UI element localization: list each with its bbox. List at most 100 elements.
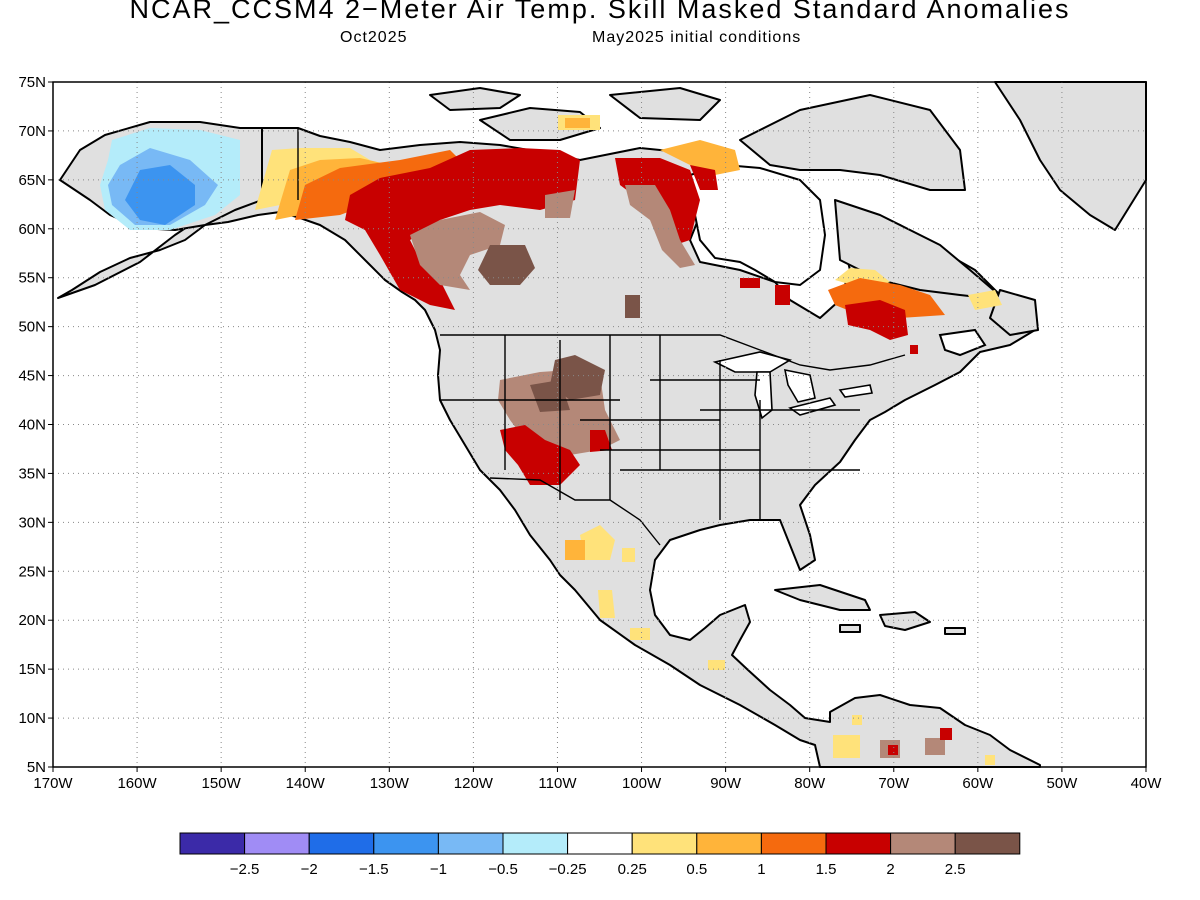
anomaly-hudson-west-brown (625, 185, 695, 268)
anomaly-mexico-yellow-2 (622, 548, 635, 562)
lon-label: 150W (202, 775, 242, 792)
jamaica (839, 624, 861, 633)
lat-label: 50N (18, 319, 46, 336)
anomaly-hudson-northeast-red (690, 165, 718, 190)
lat-label: 40N (18, 417, 46, 434)
colorbar-swatch (373, 832, 439, 855)
colorbar-label: 2.5 (945, 861, 966, 878)
lat-label: 45N (18, 368, 46, 385)
anomaly-colombia-yellow-2 (852, 715, 862, 725)
arctic-island-2 (609, 87, 721, 121)
lat-label: 55N (18, 270, 46, 287)
colorbar-label: −1 (430, 861, 447, 878)
puerto-rico (944, 627, 966, 635)
colorbar-label: −0.5 (488, 861, 518, 878)
anomaly-venezuela-brown-2 (925, 738, 945, 755)
anomaly-mexico-orange (565, 540, 585, 560)
colorbar-label: 0.5 (686, 861, 707, 878)
lake-superior (712, 351, 793, 373)
newfoundland (989, 289, 1039, 336)
lon-label: 40W (1131, 775, 1163, 792)
lon-label: 70W (878, 775, 910, 792)
anomaly-venezuela-red-2 (888, 745, 898, 755)
colorbar-swatch (244, 832, 310, 855)
anomaly-west-red-2 (590, 430, 612, 452)
map-axes: 75N 70N 65N 60N 55N 50N 45N 40N 35N 30N 25N 20N 15N 1… (18, 74, 1162, 792)
lat-label: 25N (18, 563, 46, 580)
anomaly-canada-red (345, 148, 580, 310)
lon-label: 90W (710, 775, 742, 792)
anomaly-alaska-dark-blue (125, 165, 195, 225)
colorbar-swatch (437, 832, 504, 855)
anomaly-venezuela-red (940, 728, 952, 740)
colorbar-label: −1.5 (359, 861, 389, 878)
political-borders (297, 128, 906, 546)
colorbar-swatch (179, 832, 246, 855)
lat-label: 35N (18, 465, 46, 482)
colorbar-label: 0.25 (618, 861, 647, 878)
hispaniola (879, 611, 931, 631)
lon-label: 160W (117, 775, 157, 792)
us-canada-border (440, 334, 906, 371)
anomaly-central-america-yellow (708, 660, 725, 670)
colorbar: −2.5 −2 −1.5 −1 −0.5 −0.25 0.25 0.5 1 1.5 2 2.5 (179, 832, 1021, 878)
lat-label: 30N (18, 514, 46, 531)
lake-michigan (754, 371, 773, 420)
hudson-bay (688, 163, 987, 357)
colorbar-swatch (696, 832, 762, 855)
map-title: NCAR_CCSM4 2−Meter Air Temp. Skill Maske… (129, 0, 1071, 24)
anomaly-colombia-yellow (833, 735, 860, 758)
anomaly-mexico-yellow (580, 525, 615, 560)
us-mexico-border (489, 477, 661, 546)
lon-label: 110W (538, 775, 577, 792)
anomaly-mexico-yellow-4 (630, 628, 650, 640)
anomaly-canada-dark-brown (478, 245, 535, 285)
baffin-island (739, 94, 966, 191)
greenland (994, 81, 1147, 231)
lat-label: 70N (18, 123, 46, 140)
lon-label: 140W (286, 775, 326, 792)
anomaly-hudson-northeast (660, 140, 740, 175)
lon-label: 170W (33, 775, 73, 792)
anomaly-guiana-yellow (985, 755, 995, 765)
colorbar-swatch (890, 832, 956, 855)
us-state-lines (440, 335, 860, 520)
colorbar-swatch (760, 832, 827, 855)
lake-erie (788, 397, 837, 416)
colorbar-swatch (825, 832, 892, 855)
colorbar-swatch (631, 832, 698, 855)
lat-label: 65N (18, 172, 46, 189)
cuba (774, 584, 871, 611)
lon-label: 60W (962, 775, 994, 792)
lake-ontario (838, 384, 873, 398)
lat-label: 20N (18, 612, 46, 629)
anomaly-labrador-yellow (968, 290, 1002, 310)
colorbar-label: 1 (757, 861, 765, 878)
colorbar-label: −2.5 (230, 861, 260, 878)
colorbar-label: −0.25 (549, 861, 587, 878)
anomaly-ontario-red-2 (740, 278, 760, 288)
anomaly-ontario-red (775, 285, 790, 305)
lon-label: 130W (370, 775, 410, 792)
colorbar-swatch (567, 832, 633, 855)
colorbar-label: 1.5 (816, 861, 837, 878)
great-lakes (712, 351, 873, 420)
lon-label: 80W (794, 775, 826, 792)
anomaly-arctic-patch-2 (565, 118, 590, 128)
lat-label: 75N (18, 74, 46, 91)
anomaly-maritime-red (910, 345, 918, 354)
lon-label: 50W (1047, 775, 1079, 792)
colorbar-swatch (954, 832, 1021, 855)
lat-label: 60N (18, 221, 46, 238)
lon-label: 120W (454, 775, 494, 792)
lake-huron (783, 368, 816, 403)
anomaly-canada-brown (410, 212, 505, 290)
anomaly-mexico-yellow-3 (598, 590, 615, 618)
anomaly-ontario-brown (625, 295, 640, 318)
anomaly-quebec-red (845, 300, 908, 340)
lat-label: 15N (18, 661, 46, 678)
anomaly-canada-brown-2 (545, 190, 575, 218)
initial-conditions-label: May2025 initial conditions (592, 29, 802, 46)
anomaly-west-dark-brown (550, 355, 605, 400)
